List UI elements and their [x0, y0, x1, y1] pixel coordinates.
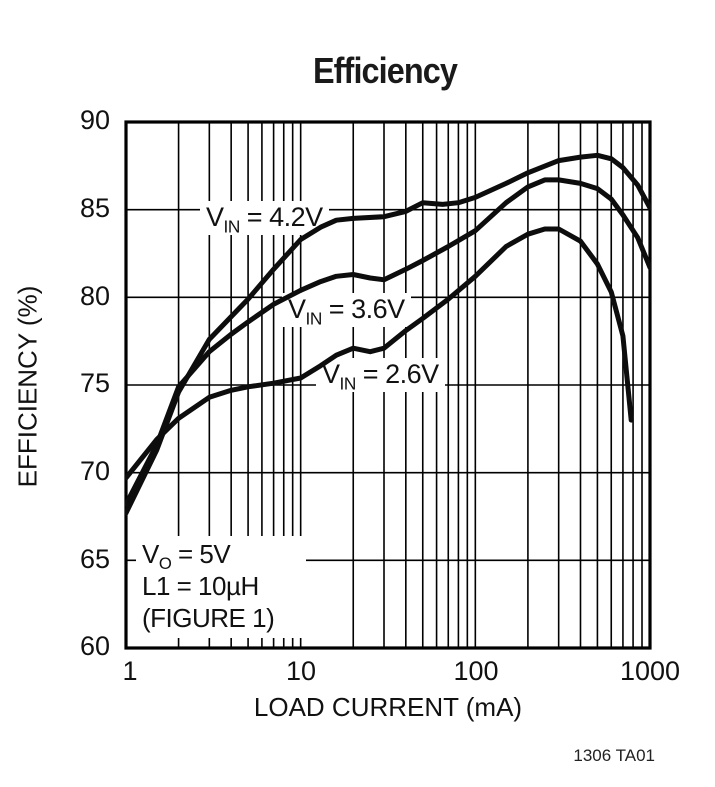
figure-reference-code: 1306 TA01 — [573, 746, 655, 765]
x-tick-label-100: 100 — [453, 656, 499, 686]
annotation-line: (FIGURE 1) — [142, 603, 275, 633]
x-tick-label-1: 1 — [122, 656, 138, 686]
x-tick-label-10: 10 — [285, 656, 317, 686]
series-label-vin-3-6v: VIN = 3.6V — [282, 293, 411, 327]
chart-title: Efficiency — [312, 50, 458, 91]
series-label-text: V — [206, 202, 224, 232]
annotation-line: L1 = 10µH — [142, 571, 259, 601]
x-tick-label-1000: 1000 — [619, 656, 681, 686]
y-tick-label-85: 85 — [79, 193, 110, 223]
y-tick-label-70: 70 — [79, 456, 110, 486]
y-tick-label-60: 60 — [79, 631, 110, 661]
series-label-subscript: IN — [223, 216, 241, 237]
series-label-text: = 4.2V — [239, 202, 323, 232]
series-label-text: V — [288, 294, 306, 324]
y-tick-label-90: 90 — [79, 105, 110, 135]
series-label-text: V — [322, 359, 340, 389]
y-axis-title: EFFICIENCY (%) — [12, 285, 43, 488]
series-label-vin-2-6v: VIN = 2.6V — [316, 358, 445, 392]
x-axis-title: LOAD CURRENT (mA) — [253, 692, 523, 722]
series-label-text: = 3.6V — [321, 294, 405, 324]
series-label-text: = 2.6V — [355, 359, 439, 389]
y-tick-label-65: 65 — [79, 544, 110, 574]
conditions-annotation: VO = 5V L1 = 10µH (FIGURE 1) — [136, 536, 306, 638]
annotation-line: VO = 5V — [142, 539, 231, 574]
series-label-subscript: IN — [305, 308, 323, 329]
series-label-subscript: IN — [339, 373, 357, 394]
y-tick-label-80: 80 — [79, 281, 110, 311]
series-label-vin-4-2v: VIN = 4.2V — [200, 201, 329, 235]
y-tick-label-75: 75 — [79, 368, 110, 398]
